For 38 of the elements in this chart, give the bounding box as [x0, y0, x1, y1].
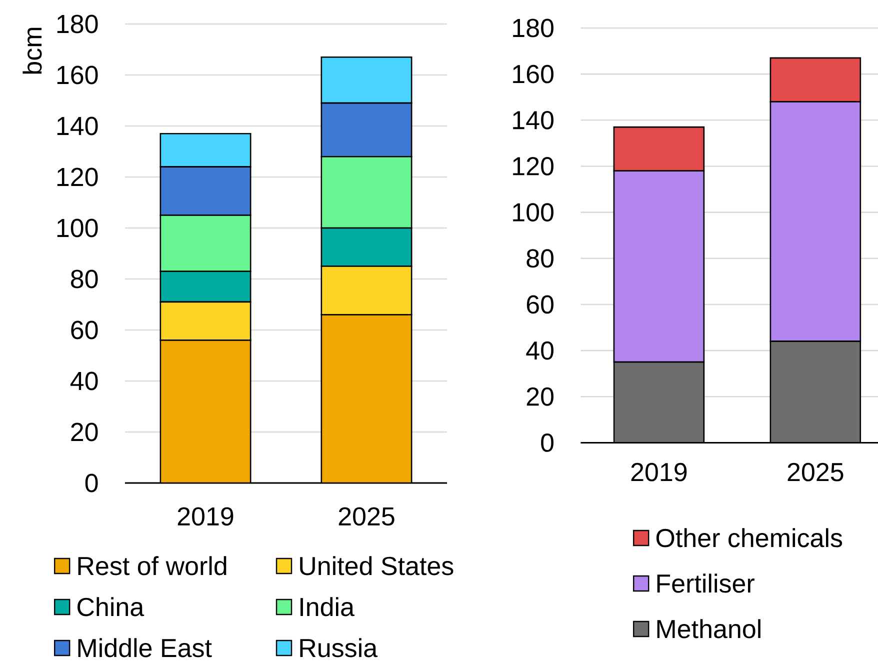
y-tick-label: 80: [71, 270, 98, 288]
y-tick-label: 0: [541, 433, 554, 452]
bar: [320, 314, 412, 483]
x-tick-label: 2019: [178, 507, 234, 526]
legend-label: Middle East: [78, 638, 212, 658]
y-tick-label: 180: [57, 14, 98, 34]
legend-label: China: [78, 597, 144, 616]
x-tick-label: 2019: [631, 462, 687, 482]
y-tick-label: 160: [513, 64, 554, 84]
legend-label: Other chemicals: [656, 528, 842, 548]
legend-label: Rest of world: [78, 556, 226, 576]
y-tick-label: 140: [513, 110, 554, 130]
y-tick-label: 40: [526, 341, 554, 360]
x-tick-label: 2025: [788, 462, 844, 482]
y-tick-label: 140: [57, 116, 98, 136]
legend-label: Russia: [300, 638, 378, 658]
legend-label: Fertiliser: [657, 574, 754, 593]
y-tick-label: 40: [70, 372, 98, 390]
y-tick-label: 20: [71, 422, 98, 442]
bar: [770, 340, 862, 443]
y-tick-label: 100: [57, 218, 98, 238]
legend-label: India: [300, 597, 354, 616]
x-tick-label: 2025: [338, 507, 394, 526]
y-tick-label: 0: [85, 474, 98, 492]
y-tick-label: 180: [513, 18, 554, 38]
y-tick-label: 100: [513, 203, 554, 222]
y-tick-label: 120: [57, 168, 98, 186]
bar: [160, 340, 252, 483]
y-tick-label: 80: [526, 249, 554, 268]
y-tick-label: 60: [526, 295, 554, 314]
y-axis-title: bcm: [22, 28, 42, 74]
bar: [613, 361, 705, 443]
y-tick-label: 160: [57, 66, 98, 84]
legend-label: United States: [300, 556, 454, 576]
y-tick-label: 120: [513, 157, 554, 176]
legend-label: Methanol: [657, 619, 760, 638]
y-tick-label: 60: [71, 320, 98, 340]
y-tick-label: 20: [526, 387, 554, 406]
